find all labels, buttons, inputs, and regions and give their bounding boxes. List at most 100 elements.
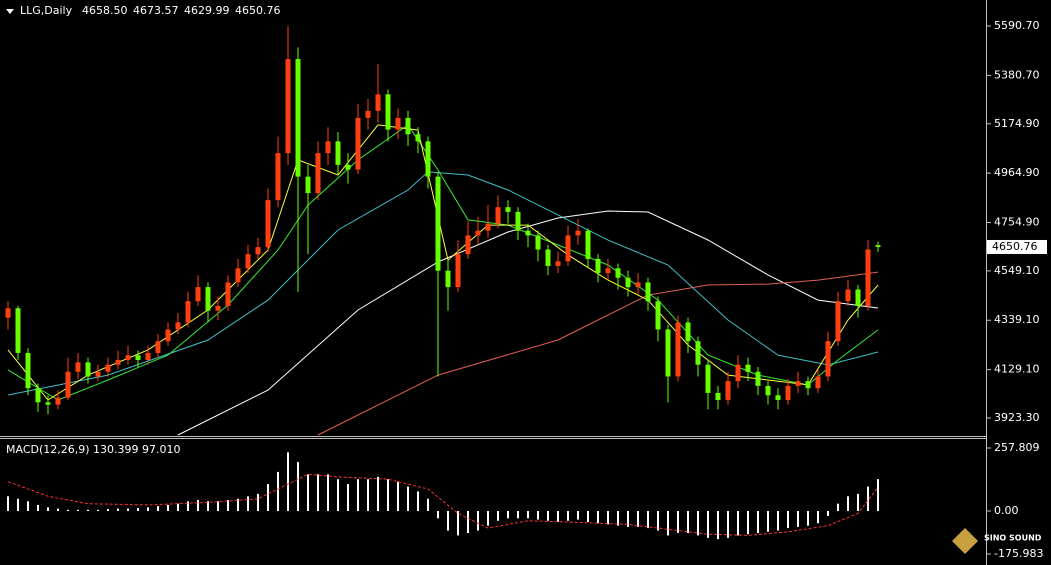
candle-body: [155, 341, 161, 353]
candle-body: [115, 360, 121, 365]
candle-body: [755, 371, 761, 386]
candle-body: [245, 254, 251, 269]
candle-body: [255, 247, 261, 255]
candle-body: [165, 329, 171, 342]
ohlc-label: 4673.57: [133, 4, 179, 17]
y-tick-label: -175.983: [994, 547, 1043, 560]
y-tick-label: 257.809: [994, 441, 1040, 454]
candle-body: [45, 402, 51, 405]
candle-body: [875, 245, 881, 247]
ohlc-label: 4629.99: [184, 4, 230, 17]
macd-title: MACD(12,26,9) 130.399 97.010: [6, 443, 181, 456]
candle-body: [205, 287, 211, 311]
candle-body: [385, 94, 391, 130]
logo: SINO SOUND: [952, 528, 1042, 554]
candle-body: [135, 355, 141, 361]
candle-body: [405, 117, 411, 135]
moving-average: [7, 124, 879, 401]
y-tick-label: 5380.70: [994, 68, 1040, 81]
candle-body: [145, 352, 151, 361]
chart-title: LLG,Daily: [20, 4, 73, 17]
y-tick-label: 4754.90: [994, 215, 1040, 228]
candle-body: [525, 230, 531, 236]
y-tick-label: 4964.90: [994, 166, 1040, 179]
candle-body: [545, 249, 551, 266]
candle-body: [615, 268, 621, 278]
moving-average: [7, 171, 879, 396]
y-tick-label: 4339.10: [994, 313, 1040, 326]
candle-body: [515, 211, 521, 231]
ohlc-label: 4658.50: [82, 4, 128, 17]
candle-body: [25, 352, 31, 389]
candle-body: [575, 230, 581, 236]
candle-body: [415, 134, 421, 142]
y-tick-label: 5174.90: [994, 117, 1040, 130]
candle-body: [505, 207, 511, 212]
ohlc-label: 4650.76: [235, 4, 281, 17]
candle-body: [535, 235, 541, 250]
candle-body: [705, 364, 711, 393]
candle-body: [805, 381, 811, 389]
current-price: 4650.76: [992, 240, 1038, 253]
candle-body: [235, 268, 241, 283]
candle-body: [365, 110, 371, 118]
candle-body: [725, 381, 731, 400]
candle-body: [175, 322, 181, 330]
candle-body: [715, 392, 721, 400]
candle-body: [465, 235, 471, 255]
candle-body: [745, 364, 751, 372]
candle-body: [585, 230, 591, 259]
candle-body: [395, 117, 401, 130]
moving-average: [177, 210, 879, 436]
candle-body: [125, 355, 131, 361]
y-tick-label: 3923.30: [994, 411, 1040, 424]
candle-body: [685, 322, 691, 342]
candle-body: [85, 362, 91, 377]
candle-body: [495, 207, 501, 224]
candle-body: [75, 362, 81, 372]
logo-icon: [952, 528, 978, 554]
candle-body: [35, 388, 41, 403]
candle-body: [555, 261, 561, 266]
candle-body: [775, 395, 781, 400]
candle-body: [655, 301, 661, 330]
y-tick-label: 5590.70: [994, 19, 1040, 32]
candle-body: [565, 235, 571, 262]
candle-body: [275, 153, 281, 201]
y-tick-label: 4129.10: [994, 363, 1040, 376]
candle-body: [225, 282, 231, 306]
candle-body: [635, 282, 641, 288]
candle-body: [445, 270, 451, 288]
candle-body: [675, 322, 681, 377]
y-tick-label: 4549.10: [994, 264, 1040, 277]
menu-arrow: [6, 9, 14, 14]
candle-body: [865, 249, 871, 306]
candle-body: [55, 397, 61, 405]
candle-body: [595, 258, 601, 274]
candle-body: [665, 329, 671, 377]
candle-body: [315, 153, 321, 194]
candle-body: [265, 200, 271, 248]
candle-body: [795, 381, 801, 386]
candle-body: [15, 308, 21, 353]
y-tick-label: 0.00: [994, 504, 1019, 517]
candle-body: [105, 364, 111, 372]
candle-body: [345, 164, 351, 170]
moving-average: [317, 271, 879, 436]
candle-body: [645, 282, 651, 302]
candle-body: [335, 141, 341, 165]
candle-body: [825, 341, 831, 377]
candle-body: [285, 59, 291, 154]
candle-body: [785, 385, 791, 400]
candle-body: [695, 341, 701, 365]
candle-body: [485, 223, 491, 231]
candle-body: [765, 385, 771, 396]
logo-text: SINO SOUND: [984, 534, 1042, 543]
candle-body: [215, 305, 221, 311]
candle-body: [195, 287, 201, 302]
candle-body: [375, 94, 381, 111]
candle-body: [735, 364, 741, 382]
candle-body: [815, 376, 821, 389]
